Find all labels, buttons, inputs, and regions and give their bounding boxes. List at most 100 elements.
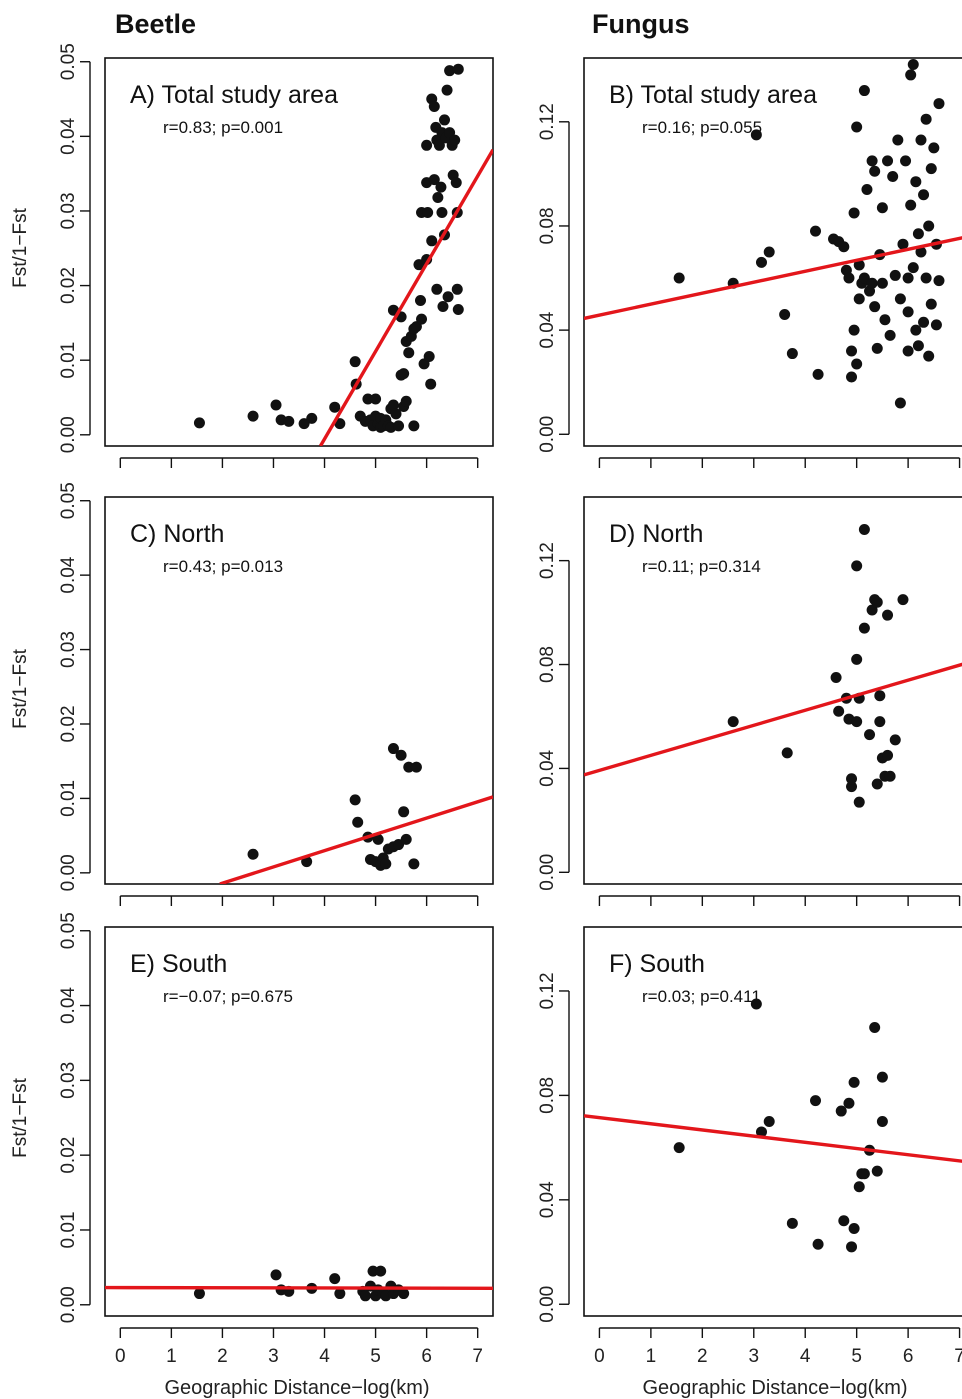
data-point bbox=[247, 410, 259, 422]
panel-title: F) South bbox=[609, 950, 705, 978]
data-point bbox=[403, 761, 415, 773]
data-point bbox=[846, 345, 858, 357]
panel-title: B) Total study area bbox=[609, 81, 817, 109]
x-tick-label: 7 bbox=[472, 1346, 483, 1367]
y-tick-label: 0.08 bbox=[537, 1077, 558, 1114]
y-tick-label: 0.05 bbox=[58, 43, 79, 80]
data-point bbox=[393, 420, 405, 432]
y-tick-label: 0.08 bbox=[537, 646, 558, 683]
panel-frame bbox=[583, 496, 962, 885]
x-tick-label: 1 bbox=[646, 1346, 657, 1367]
y-tick-label: 0.00 bbox=[537, 416, 558, 453]
data-point bbox=[270, 1269, 282, 1281]
data-point bbox=[415, 295, 427, 306]
data-point bbox=[876, 202, 888, 214]
data-point bbox=[750, 998, 762, 1010]
data-point bbox=[869, 1022, 881, 1034]
panel-stat-annotation: r=−0.07; p=0.675 bbox=[163, 987, 293, 1006]
points-group bbox=[247, 743, 422, 871]
data-point bbox=[853, 1181, 865, 1193]
data-point bbox=[897, 238, 909, 250]
y-tick-label: 0.03 bbox=[58, 631, 79, 668]
data-point bbox=[436, 206, 448, 218]
data-point bbox=[905, 199, 917, 211]
data-point bbox=[925, 163, 937, 175]
x-tick-label: 3 bbox=[748, 1346, 759, 1367]
panel-D: 0.00 0.04 0.08 0.12 D) North r=0.11; p=0.314 bbox=[537, 496, 962, 906]
data-point bbox=[923, 350, 935, 362]
points-group bbox=[193, 1265, 410, 1302]
panel-A: 0.00 0.01 0.02 0.03 0.04 0.05 A) Total study a… bbox=[58, 43, 494, 468]
data-point bbox=[843, 272, 855, 284]
data-point bbox=[452, 63, 464, 75]
data-point bbox=[933, 275, 945, 287]
data-point bbox=[882, 155, 894, 167]
data-point bbox=[270, 399, 282, 411]
panel-C: 0.00 0.01 0.02 0.03 0.04 0.05 C) North r=0.43; … bbox=[58, 482, 494, 906]
data-point bbox=[432, 192, 444, 204]
panel-frame bbox=[104, 496, 494, 885]
panel-stat-annotation: r=0.43; p=0.013 bbox=[163, 557, 283, 576]
data-point bbox=[871, 342, 883, 354]
data-point bbox=[349, 794, 361, 806]
data-point bbox=[435, 181, 447, 193]
panel-stat-annotation: r=0.16; p=0.055 bbox=[642, 118, 762, 137]
data-point bbox=[928, 142, 940, 154]
data-point bbox=[421, 139, 433, 151]
data-point bbox=[398, 368, 410, 380]
data-point bbox=[912, 228, 924, 240]
data-point bbox=[851, 358, 863, 370]
data-point bbox=[925, 298, 937, 310]
data-point bbox=[918, 316, 930, 328]
regression-line bbox=[584, 662, 962, 777]
x-tick-label: 1 bbox=[166, 1346, 177, 1367]
data-point bbox=[869, 301, 881, 313]
x-tick-label: 5 bbox=[370, 1346, 381, 1367]
data-point bbox=[853, 796, 865, 808]
data-point bbox=[673, 1142, 685, 1154]
data-point bbox=[866, 155, 878, 167]
data-point bbox=[433, 139, 445, 151]
data-point bbox=[428, 174, 440, 186]
data-point bbox=[763, 1116, 775, 1127]
data-point bbox=[416, 313, 428, 325]
y-tick-label: 0.02 bbox=[58, 267, 79, 304]
data-point bbox=[403, 347, 415, 359]
data-point bbox=[441, 84, 453, 96]
y-tick-label: 0.12 bbox=[537, 542, 558, 579]
data-point bbox=[846, 371, 858, 383]
regression-line bbox=[219, 795, 493, 884]
y-tick-label: 0.03 bbox=[58, 192, 79, 229]
data-point bbox=[431, 283, 443, 295]
y-tick-label: 0.12 bbox=[537, 103, 558, 140]
data-point bbox=[861, 184, 873, 196]
data-point bbox=[426, 235, 438, 247]
data-point bbox=[329, 1273, 341, 1285]
data-point bbox=[900, 155, 912, 167]
data-point bbox=[884, 770, 896, 782]
data-point bbox=[439, 114, 450, 126]
y-tick-label: 0.04 bbox=[58, 987, 79, 1024]
points-group bbox=[673, 59, 945, 409]
y-tick-label: 0.04 bbox=[537, 749, 558, 786]
y-tick-label: 0.00 bbox=[537, 854, 558, 891]
data-point bbox=[781, 747, 793, 759]
data-point bbox=[853, 259, 865, 271]
panel-frame bbox=[583, 57, 962, 447]
data-point bbox=[755, 256, 767, 268]
data-point bbox=[897, 594, 909, 606]
data-point bbox=[843, 1097, 855, 1109]
y-tick-label: 0.05 bbox=[58, 482, 79, 519]
data-point bbox=[848, 324, 860, 336]
y-axis-label-row-2: Fst/1−Fst bbox=[10, 648, 31, 728]
panel-title: E) South bbox=[130, 950, 227, 978]
data-point bbox=[920, 272, 932, 284]
data-point bbox=[858, 622, 870, 634]
data-point bbox=[902, 272, 914, 284]
data-point bbox=[905, 69, 917, 81]
y-tick-label: 0.03 bbox=[58, 1062, 79, 1099]
data-point bbox=[871, 596, 883, 608]
x-axis-label-fungus: Geographic Distance−log(km) bbox=[642, 1377, 907, 1399]
data-point bbox=[779, 308, 791, 320]
